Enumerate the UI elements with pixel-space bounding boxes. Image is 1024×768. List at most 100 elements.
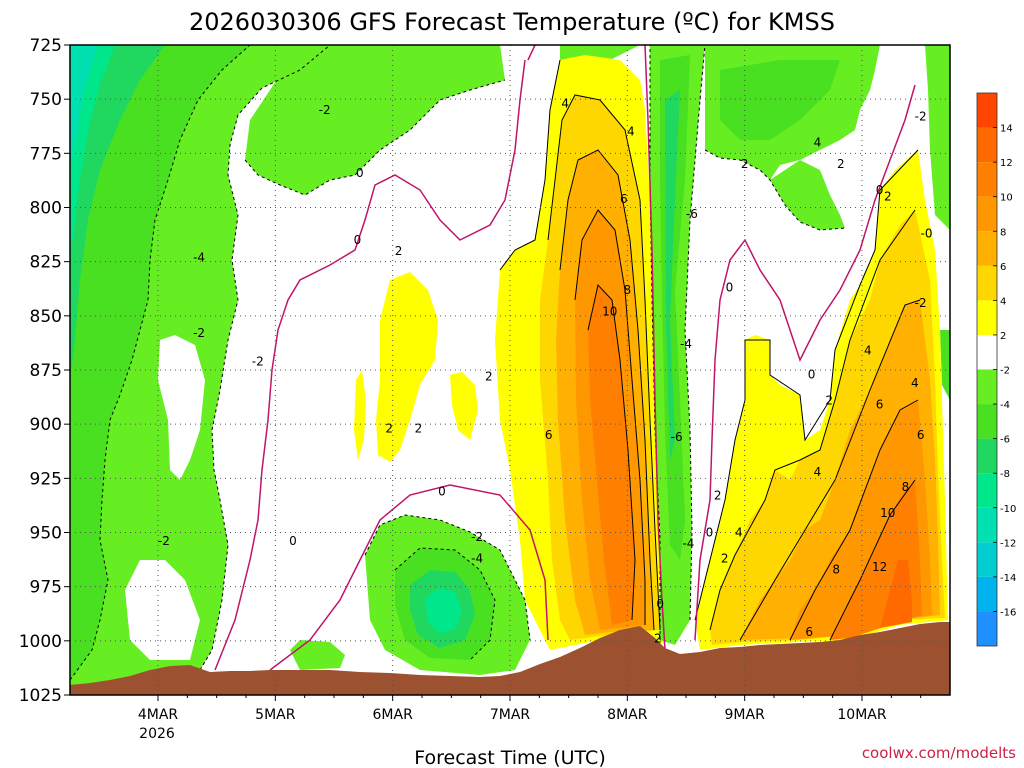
contour-label: 4	[735, 526, 743, 540]
zero-contour-8mar	[644, 45, 666, 651]
temperature-contours	[70, 45, 921, 681]
contour-8	[574, 209, 646, 625]
cold-band-9mar-minus4	[720, 60, 840, 140]
contour-label: 6	[917, 428, 925, 442]
contour-label: 0	[876, 183, 884, 197]
cold-region-early	[70, 45, 330, 690]
contour-label: 0	[706, 526, 714, 540]
warm-pocket-4mar	[158, 335, 205, 480]
colorbar-label: -14	[1000, 573, 1016, 584]
y-tick-label: 875	[30, 361, 62, 381]
x-axis-title: Forecast Time (UTC)	[414, 747, 605, 768]
colorbar-label: -2	[1000, 366, 1010, 377]
zero-contour-west	[214, 59, 526, 671]
y-tick-label: 900	[30, 415, 62, 435]
contour-10	[587, 283, 636, 621]
contour-minus2	[199, 45, 331, 671]
contour-label: 2	[385, 422, 393, 436]
colorbar-swatch	[977, 576, 997, 612]
colorbar-label: -4	[1000, 400, 1010, 411]
credit-link[interactable]: coolwx.com/modelts	[862, 744, 1016, 762]
contour-label: 4	[814, 465, 822, 479]
contour-label: -2	[471, 530, 483, 544]
x-tick-label: 10MAR	[837, 707, 886, 723]
colorbar-swatch	[977, 93, 997, 128]
contour-minus4-pool	[394, 547, 496, 661]
contour-2-west	[499, 59, 561, 271]
colorbar-label: -8	[1000, 469, 1010, 480]
contour-label: -4	[193, 250, 205, 264]
contour-label: 6	[620, 192, 628, 206]
contour-label: 0	[808, 367, 816, 381]
contour-label: -2	[252, 354, 264, 368]
contour-label: 2	[741, 157, 749, 171]
warm-blob-2-a	[376, 272, 438, 462]
contour-minus2-pool	[364, 514, 531, 641]
contour-label: 6	[805, 625, 813, 639]
contour-label: 8	[624, 283, 632, 297]
cold-region-upper-9mar	[705, 45, 950, 400]
contour-label: -0	[921, 227, 933, 241]
cold-shade-minus10	[70, 45, 98, 170]
contour-label: -2	[158, 534, 170, 548]
contour-minus2-wedge-east	[684, 45, 706, 621]
y-tick-label: 775	[30, 144, 62, 164]
warm-blob-2-c	[450, 372, 478, 440]
contour-10-10mar	[829, 479, 916, 641]
cold-band-right-edge	[925, 45, 950, 230]
contour-label: 0	[356, 166, 364, 180]
colorbar-label: -6	[1000, 435, 1010, 446]
contour-label: 2	[714, 489, 722, 503]
contour-label: 0	[354, 233, 362, 247]
contour-label: 2	[837, 157, 845, 171]
contour-label: -2	[193, 326, 205, 340]
x-tick-label: 9MAR	[725, 707, 766, 723]
terrain	[70, 622, 950, 695]
colorbar-swatch	[977, 231, 997, 266]
cold-shade-minus6	[70, 45, 165, 380]
colorbar-swatch	[977, 404, 997, 439]
contour-label: 6	[876, 398, 884, 412]
colorbar-label: 8	[1000, 227, 1006, 238]
y-tick-label: 1025	[19, 686, 62, 706]
warm-region-10mar	[695, 150, 948, 650]
colorbar-swatch	[977, 473, 997, 508]
contour-label: 2	[415, 422, 423, 436]
contour-label: 8	[902, 480, 910, 494]
contour-label: 4	[814, 136, 822, 150]
contour-label: -6	[671, 430, 683, 444]
cold-blob-5mar	[290, 640, 345, 670]
contour-label: 2	[654, 632, 662, 646]
cold-pool-6mar	[290, 515, 530, 675]
contour-label: 8	[832, 562, 840, 576]
contour-label: -4	[471, 552, 483, 566]
colorbar-label: -12	[1000, 538, 1016, 549]
cold-shade-upper	[245, 45, 505, 195]
grid-lines	[70, 45, 950, 695]
y-tick-label: 950	[30, 524, 62, 544]
contour-8-10mar	[789, 399, 919, 641]
cold-band-9mar-tail	[770, 160, 845, 230]
contour-4	[547, 94, 661, 631]
contour-6-10mar	[739, 299, 921, 641]
colorbar-label: -16	[1000, 607, 1016, 618]
zero-contour-10mar	[694, 84, 916, 641]
colorbar-swatch	[977, 300, 997, 335]
contour-label: 4	[864, 344, 872, 358]
colorbar-swatch	[977, 369, 997, 405]
contour-label: 12	[872, 560, 887, 574]
contour-label: -6	[686, 207, 698, 221]
y-tick-label: 975	[30, 578, 62, 598]
colorbar-swatch	[977, 334, 997, 370]
zero-contours	[214, 45, 916, 671]
contour-label: 2	[825, 393, 833, 407]
contour-label: 4	[561, 97, 569, 111]
colorbar-label: 10	[1000, 193, 1013, 204]
y-tick-label: 925	[30, 469, 62, 489]
contour-label: 0	[656, 597, 664, 611]
contour-label: 2	[395, 244, 403, 258]
cold-region-8-9mar	[650, 45, 705, 645]
cold-pool-minus8	[425, 588, 462, 634]
